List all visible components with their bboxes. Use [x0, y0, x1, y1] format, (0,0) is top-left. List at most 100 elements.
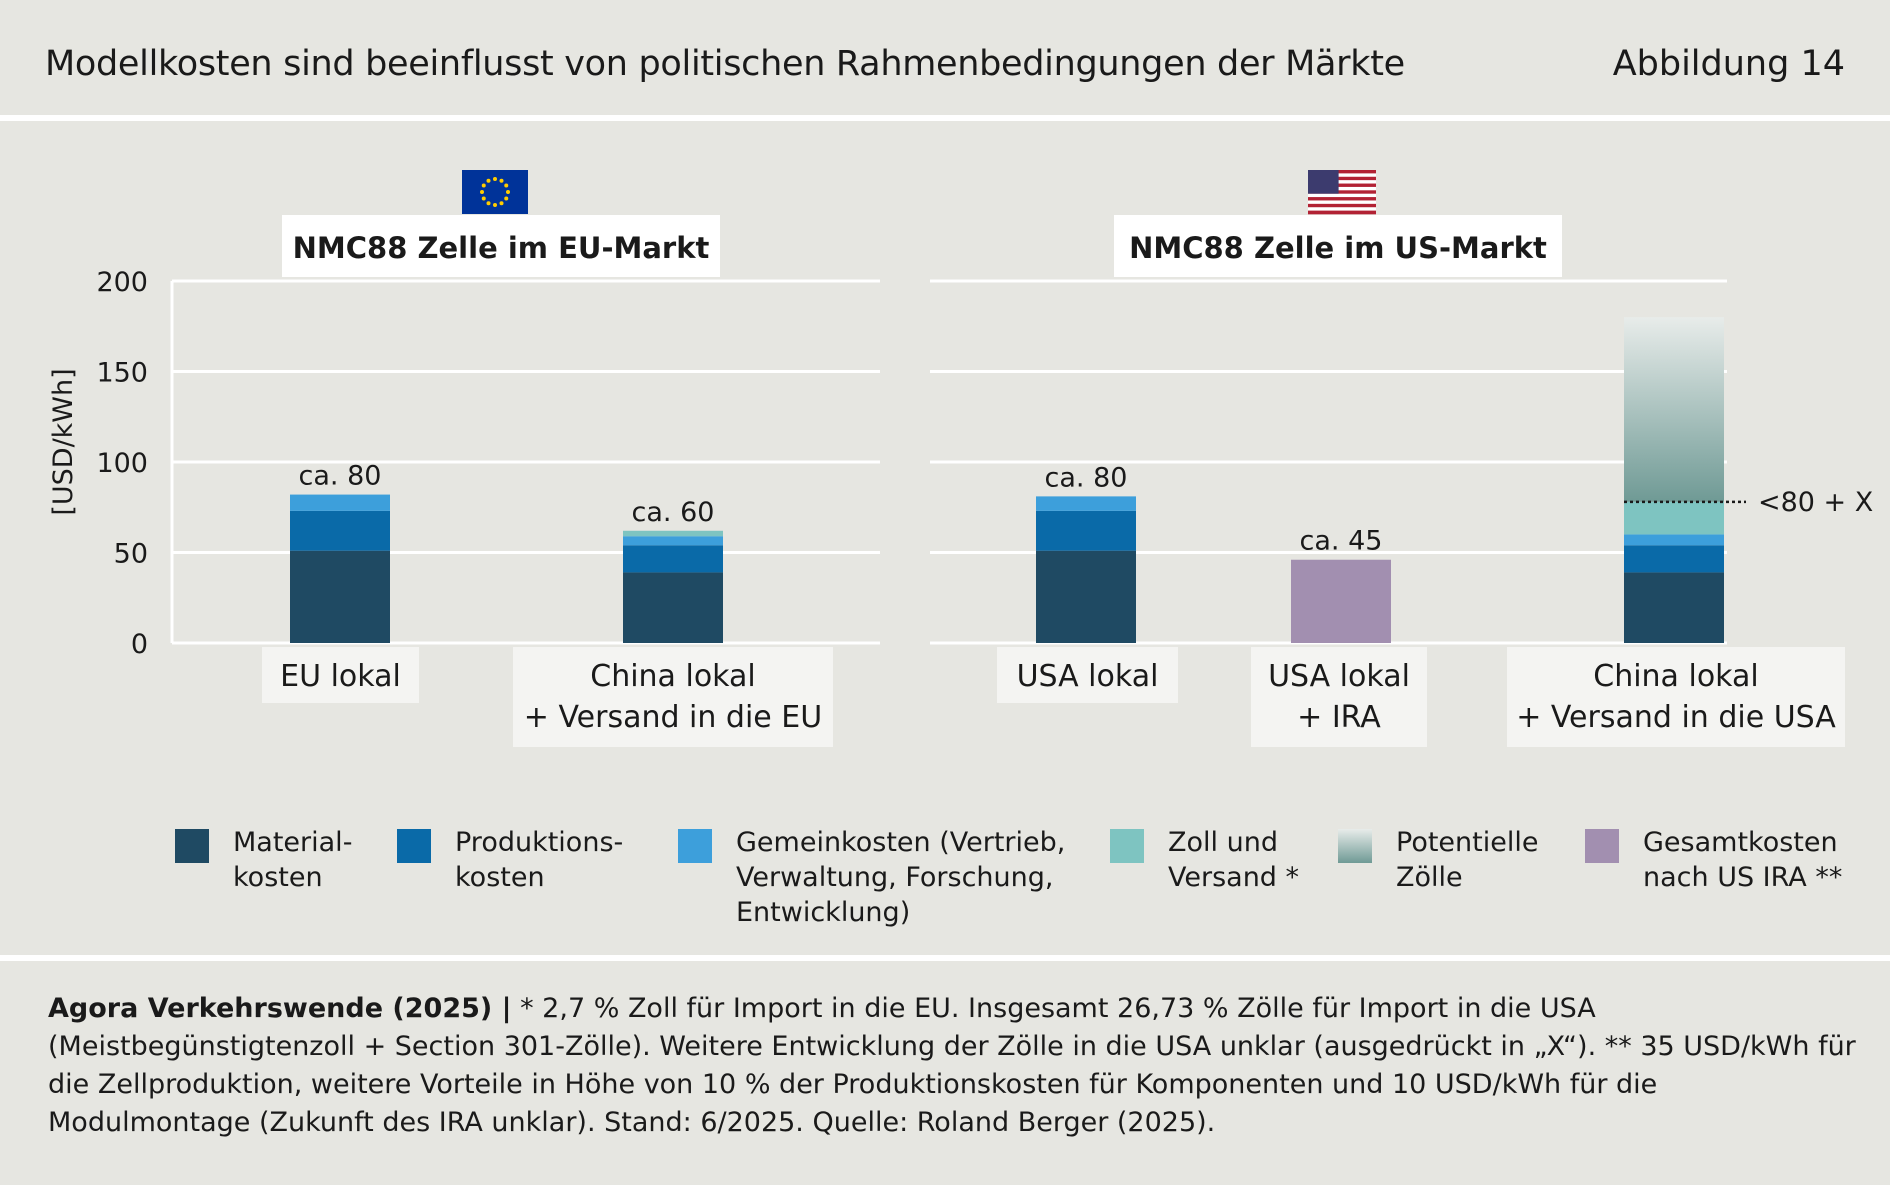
top-divider — [0, 115, 1890, 121]
flag-star — [504, 183, 509, 188]
x-tick-label: China lokal — [590, 659, 755, 694]
flag-star — [504, 196, 509, 201]
y-tick-label: 200 — [96, 267, 148, 298]
us-flag-icon — [1308, 170, 1376, 215]
legend-label: Zoll und Versand * — [1168, 827, 1300, 893]
bar-segment-produktion — [290, 510, 390, 551]
bar-segment-zoll — [623, 530, 723, 537]
legend-item-potentiell: Potentielle Zölle — [1338, 825, 1538, 895]
bar-segment-produktion — [1036, 510, 1136, 551]
x-tick-label: + IRA — [1297, 700, 1381, 735]
category-label-box — [1507, 647, 1845, 747]
flag-star — [486, 178, 491, 183]
flag-field — [462, 170, 528, 214]
chart-title: Modellkosten sind beeinflusst von politi… — [45, 44, 1405, 84]
y-axis-label: [USD/kWh] — [48, 368, 79, 515]
panel-title-box — [282, 215, 720, 277]
category-label-box — [1251, 647, 1427, 747]
bar-segment-produktion — [623, 545, 723, 573]
flag-star — [481, 183, 486, 188]
y-tick-label: 0 — [131, 629, 148, 660]
x-tick-label: + Versand in die EU — [524, 700, 822, 735]
eu-flag-icon — [462, 170, 528, 214]
bar-segment-produktion — [1624, 545, 1724, 573]
footnote-source: Agora Verkehrswende (2025) | — [48, 993, 512, 1024]
flag-stripe — [1308, 193, 1376, 198]
legend: Material- kosten Produktions- kosten Gemei… — [175, 825, 1855, 945]
legend-swatch — [1110, 829, 1144, 863]
bar-segment-gemein — [1036, 496, 1136, 511]
bar-segment-material — [1624, 572, 1724, 643]
legend-swatch — [397, 829, 431, 863]
panel-title-box — [1114, 215, 1562, 277]
legend-item-material: Material- kosten — [175, 825, 352, 895]
footnote-text: * 2,7 % Zoll für Import in die EU. Insge… — [48, 993, 1856, 1138]
flag-star — [481, 196, 486, 201]
flag-star — [499, 201, 504, 206]
footnote: Agora Verkehrswende (2025) | * 2,7 % Zol… — [48, 990, 1858, 1142]
flag-stripe — [1308, 190, 1376, 194]
bar-value-label: ca. 60 — [632, 497, 715, 528]
flag-star — [493, 203, 497, 207]
x-tick-label: + Versand in die USA — [1516, 700, 1836, 735]
chart-area: 0 50 100 150 200 [USD/kWh] NMC88 Zelle im EU-M… — [48, 170, 1873, 747]
flag-stripe — [1308, 173, 1376, 178]
x-tick-label: USA lokal — [1268, 659, 1410, 694]
bar-segment-material — [290, 550, 390, 643]
category-label-box — [513, 647, 833, 747]
bar-segment-potentiell — [1624, 317, 1724, 502]
flag-stripe — [1308, 203, 1376, 208]
x-tick-label: USA lokal — [1017, 659, 1159, 694]
flag-star — [499, 178, 504, 183]
legend-swatch — [175, 829, 209, 863]
x-tick-label: EU lokal — [280, 659, 401, 694]
bar-segment-material — [623, 572, 723, 643]
legend-item-produktion: Produktions- kosten — [397, 825, 623, 895]
y-tick-label: 50 — [114, 539, 148, 570]
x-tick-label: China lokal — [1593, 659, 1758, 694]
bar-value-label: ca. 80 — [299, 461, 382, 492]
flag-stripe — [1308, 170, 1376, 174]
legend-item-gemein: Gemeinkosten (Vertrieb, Verwaltung, Fors… — [678, 825, 1065, 930]
bottom-divider — [0, 955, 1890, 961]
flag-stripe — [1308, 180, 1376, 184]
legend-label: Potentielle Zölle — [1396, 827, 1539, 893]
legend-swatch — [678, 829, 712, 863]
flag-stripe — [1308, 207, 1376, 211]
flag-stripe — [1308, 210, 1376, 215]
flag-stripe — [1308, 200, 1376, 205]
flag-star — [486, 201, 491, 206]
flag-star — [480, 190, 484, 194]
bar-value-label: ca. 45 — [1300, 526, 1383, 557]
bar-segment-zoll — [1624, 501, 1724, 535]
category-label-box — [262, 647, 419, 703]
flag-star — [493, 177, 497, 181]
legend-swatch — [1585, 829, 1619, 863]
legend-label: Produktions- kosten — [455, 827, 624, 893]
bar-segment-gemein — [290, 494, 390, 511]
y-tick-label: 150 — [96, 358, 148, 389]
flag-star — [506, 190, 510, 194]
flag-stripe — [1308, 186, 1376, 191]
legend-label: Material- kosten — [233, 827, 353, 893]
flag-stripe — [1308, 176, 1376, 181]
legend-label: Gemeinkosten (Vertrieb, Verwaltung, Fors… — [736, 827, 1066, 928]
flag-stripe — [1308, 183, 1376, 188]
bar-segment-gemein — [1624, 534, 1724, 546]
flag-canton — [1308, 170, 1339, 194]
bar-segment-material — [1036, 550, 1136, 643]
legend-swatch — [1338, 829, 1372, 863]
bar-segment-ira — [1291, 559, 1391, 643]
reference-line-label: <80 + X — [1758, 487, 1873, 518]
header: Modellkosten sind beeinflusst von politi… — [0, 0, 1890, 118]
panel-title: NMC88 Zelle im EU-Markt — [293, 231, 710, 265]
bar-value-label: ca. 80 — [1045, 462, 1128, 493]
figure-label: Abbildung 14 — [1612, 44, 1845, 84]
y-tick-label: 100 — [96, 448, 148, 479]
category-label-box — [997, 647, 1178, 703]
bar-segment-gemein — [623, 536, 723, 546]
panel-title: NMC88 Zelle im US-Markt — [1129, 231, 1547, 265]
legend-item-ira: Gesamtkosten nach US IRA ** — [1585, 825, 1842, 895]
flag-stripe — [1308, 197, 1376, 201]
legend-label: Gesamtkosten nach US IRA ** — [1643, 827, 1843, 893]
